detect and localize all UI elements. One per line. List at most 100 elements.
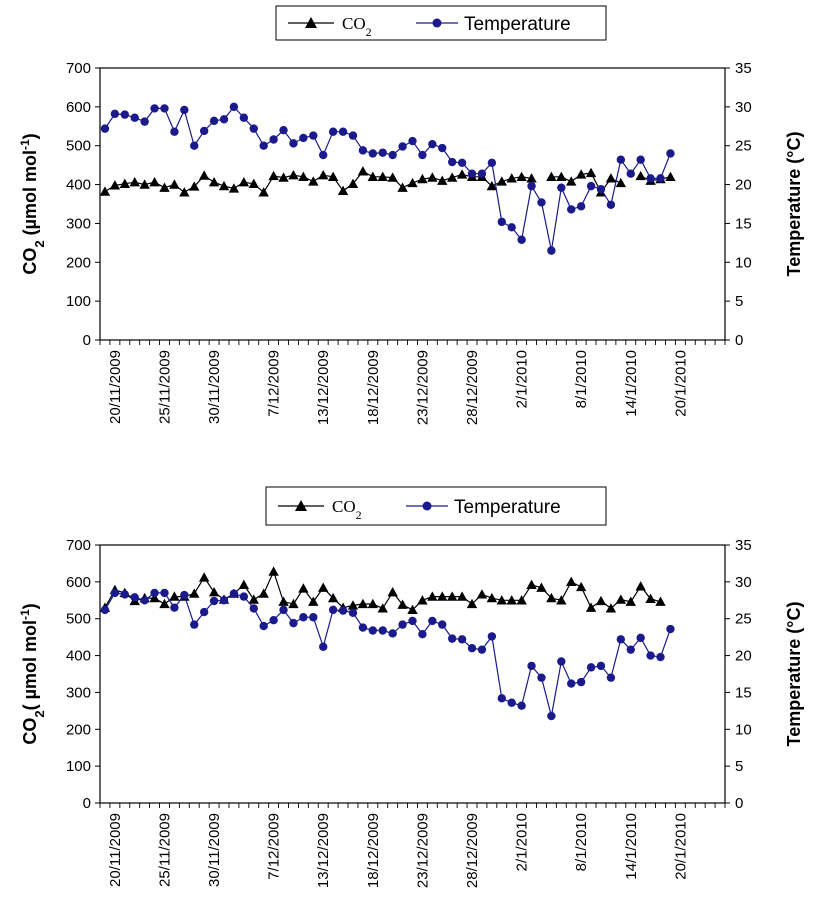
- co2-point: [546, 171, 557, 181]
- temperature-point: [130, 593, 139, 602]
- temperature-point: [319, 642, 328, 651]
- co2-point: [635, 581, 646, 591]
- x-axis-tick-label: 2/1/2010: [514, 350, 531, 408]
- co2-point: [308, 596, 319, 606]
- co2-point: [367, 171, 379, 181]
- temperature-point: [120, 110, 130, 119]
- co2-point: [446, 591, 458, 601]
- temperature-point: [457, 635, 467, 644]
- temperature-point: [140, 596, 149, 605]
- temperature-point: [100, 124, 110, 133]
- temperature-point: [438, 143, 447, 153]
- temperature-point: [477, 645, 487, 654]
- right-axis-tick-label: 5: [735, 293, 743, 310]
- temperature-point: [378, 626, 387, 635]
- co2-point: [526, 173, 537, 183]
- right-axis-tick-label: 10: [735, 254, 752, 271]
- co2-point: [377, 171, 388, 181]
- co2-point: [635, 170, 646, 181]
- legend: CO2 Temperature: [275, 5, 607, 41]
- x-axis-tick-label: 23/12/2009: [414, 350, 431, 425]
- temperature-point: [626, 169, 635, 178]
- temperature-point: [398, 620, 407, 629]
- co2-point: [377, 603, 388, 613]
- co2-point: [308, 176, 319, 186]
- temperature-point: [299, 133, 308, 143]
- left-axis-tick-label: 0: [83, 332, 91, 349]
- temperature-point: [537, 198, 546, 207]
- right-axis-tick-label: 25: [735, 138, 752, 155]
- temperature-point: [656, 174, 665, 183]
- co2-point: [566, 176, 577, 186]
- left-axis-title-sub: 2: [32, 710, 47, 717]
- temperature-point: [338, 127, 348, 136]
- co2-point: [615, 594, 627, 604]
- left-axis-title-main: CO: [20, 248, 40, 275]
- temperature-point: [507, 698, 516, 707]
- temperature-point: [259, 141, 268, 150]
- co2-point: [556, 595, 567, 605]
- x-axis-tick-label: 13/12/2009: [315, 813, 332, 888]
- temperature-point: [180, 105, 189, 115]
- temperature-point: [487, 632, 497, 641]
- co2-point: [169, 591, 180, 601]
- temperature-point: [368, 626, 378, 635]
- co2-point: [248, 594, 259, 604]
- temperature-point: [209, 116, 219, 126]
- left-axis-tick-label: 0: [83, 795, 91, 812]
- temperature-point: [160, 588, 169, 598]
- temperature-point: [428, 139, 437, 149]
- left-axis-tick-label: 300: [66, 215, 91, 232]
- right-axis-tick-label: 30: [735, 99, 752, 116]
- co2-point: [357, 598, 369, 609]
- left-axis-title-rest: (µmol mol: [20, 150, 40, 240]
- temperature-point: [100, 605, 110, 615]
- temperature-point: [219, 596, 229, 605]
- co2-point: [228, 183, 240, 193]
- temperature-point: [616, 155, 626, 164]
- left-axis-title: CO2 (µmol mol-1): [18, 133, 47, 274]
- right-axis-tick-label: 35: [735, 537, 752, 554]
- co2-point: [198, 170, 210, 180]
- temperature-point: [388, 150, 397, 160]
- temperature-point: [190, 141, 199, 150]
- co2-point: [129, 177, 140, 187]
- co2-point: [347, 178, 359, 188]
- temperature-point: [428, 616, 437, 626]
- temperature-point: [567, 679, 576, 688]
- right-axis-title: Temperature (°C): [784, 602, 804, 747]
- temperature-point: [408, 136, 417, 146]
- legend-co2-marker: [305, 17, 317, 28]
- temperature-point: [229, 102, 239, 112]
- co2-point: [556, 171, 567, 181]
- co2-point: [357, 166, 369, 176]
- co2-point: [486, 180, 498, 191]
- temperature-point: [279, 605, 288, 615]
- co2-point: [397, 599, 408, 609]
- left-axis-tick-label: 700: [66, 537, 91, 554]
- co2-point: [655, 596, 666, 606]
- temperature-point: [358, 146, 368, 155]
- temperature-point: [199, 607, 209, 617]
- temperature-point: [646, 651, 655, 660]
- co2-point: [466, 598, 478, 609]
- temperature-point: [368, 149, 378, 158]
- co2-point: [407, 604, 418, 615]
- x-axis-tick-label: 14/1/2010: [623, 350, 640, 417]
- temperature-point: [309, 613, 318, 622]
- right-axis-tick-label: 15: [735, 684, 752, 701]
- legend-co2-label-main: CO: [342, 14, 366, 33]
- co2-point: [347, 600, 359, 610]
- co2-point: [218, 180, 230, 191]
- co2-point: [238, 177, 250, 187]
- co2-point: [605, 603, 617, 613]
- x-axis-tick-label: 18/12/2009: [365, 350, 382, 425]
- co2-point: [546, 592, 557, 603]
- temperature-point: [239, 113, 249, 122]
- temperature-point: [348, 131, 358, 140]
- temperature-point: [557, 183, 566, 192]
- right-axis-tick-label: 20: [735, 648, 752, 665]
- co2-point: [566, 576, 577, 587]
- right-axis-tick-label: 10: [735, 721, 752, 738]
- legend-temp-label: Temperature: [454, 497, 561, 518]
